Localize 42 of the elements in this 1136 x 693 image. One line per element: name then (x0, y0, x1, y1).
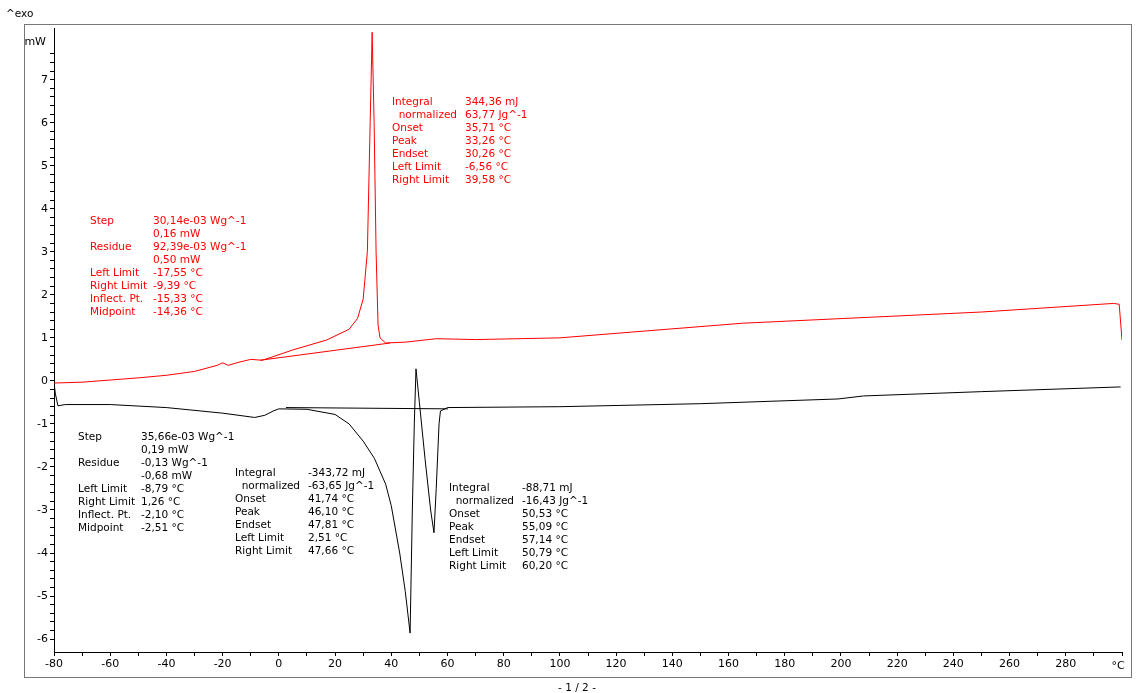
y-tick-label: 3 (41, 244, 48, 258)
y-tick-label: 2 (41, 287, 48, 301)
x-tick-label: 200 (830, 657, 852, 671)
x-tick-label: 180 (774, 657, 796, 671)
x-tick-label: 240 (942, 657, 964, 671)
text: ^exo (6, 6, 34, 19)
y-tick-label: -5 (37, 588, 48, 602)
x-tick-label: 220 (886, 657, 908, 671)
y-tick-label: -2 (37, 459, 48, 473)
x-tick-label: 120 (605, 657, 627, 671)
y-tick-label: -1 (37, 416, 48, 430)
y-tick-label: 6 (41, 115, 48, 129)
y-tick-label: -3 (37, 502, 48, 516)
x-tick-label: 100 (549, 657, 571, 671)
x-tick-label: 40 (384, 657, 399, 671)
x-tick-label: 80 (496, 657, 511, 671)
y-tick-label: 5 (41, 158, 48, 172)
text: - 1 / 2 - (558, 680, 597, 693)
y-tick-label: 0 (41, 373, 48, 387)
x-tick-label: 160 (718, 657, 740, 671)
text: Step 35,66e-03 Wg^-1 0,19 mW Residue -0,13 Wg^-1 -0,68 mW Left Limit -8,79 °C Right Limit 1,26 °C Inflect. Pt. -2,10 °C Midpoint -2,51 °C (78, 429, 235, 533)
text: Integral -88,71 mJ normalized -16,43 Jg^-1 Onset 50,53 °C Peak 55,09 °C Endset 57,14 °C Left Limit 50,79 °C Right Limit 60,20 °C (449, 480, 589, 571)
text: Integral 344,36 mJ normalized 63,77 Jg^-1 Onset 35,71 °C Peak 33,26 °C Endset 30,26 °C Left Limit -6,56 °C Right Limit 39,58 °C (392, 94, 528, 185)
x-tick-label: 60 (440, 657, 455, 671)
x-tick-label: -20 (213, 657, 232, 671)
y-tick-label: -4 (37, 545, 48, 559)
x-tick-label: -40 (157, 657, 176, 671)
y-tick-label: 4 (41, 201, 48, 215)
y-tick-label: 7 (41, 72, 48, 86)
x-tick-label: 140 (661, 657, 683, 671)
x-tick-label: -80 (45, 657, 63, 671)
y-axis-title: mW (24, 34, 47, 48)
y-tick-label: -6 (37, 631, 48, 645)
text: Step 30,14e-03 Wg^-1 0,16 mW Residue 92,39e-03 Wg^-1 0,50 mW Left Limit -17,55 °C Right Limit -9,39 °C Inflect. Pt. -15,33 °C Midpoint -14,36 °C (90, 213, 247, 317)
x-tick-label: 260 (999, 657, 1021, 671)
x-tick-label: 20 (328, 657, 343, 671)
x-axis-title: °C (1111, 658, 1125, 672)
text: Integral -343,72 mJ normalized -63,65 Jg^-1 Onset 41,74 °C Peak 46,10 °C Endset 47,81 °C Left Limit 2,51 °C Right Limit 47,66 °C (235, 465, 375, 556)
x-tick-label: 0 (275, 657, 283, 671)
y-tick-label: 1 (41, 330, 48, 344)
x-tick-label: 280 (1055, 657, 1077, 671)
x-tick-label: -60 (101, 657, 120, 671)
